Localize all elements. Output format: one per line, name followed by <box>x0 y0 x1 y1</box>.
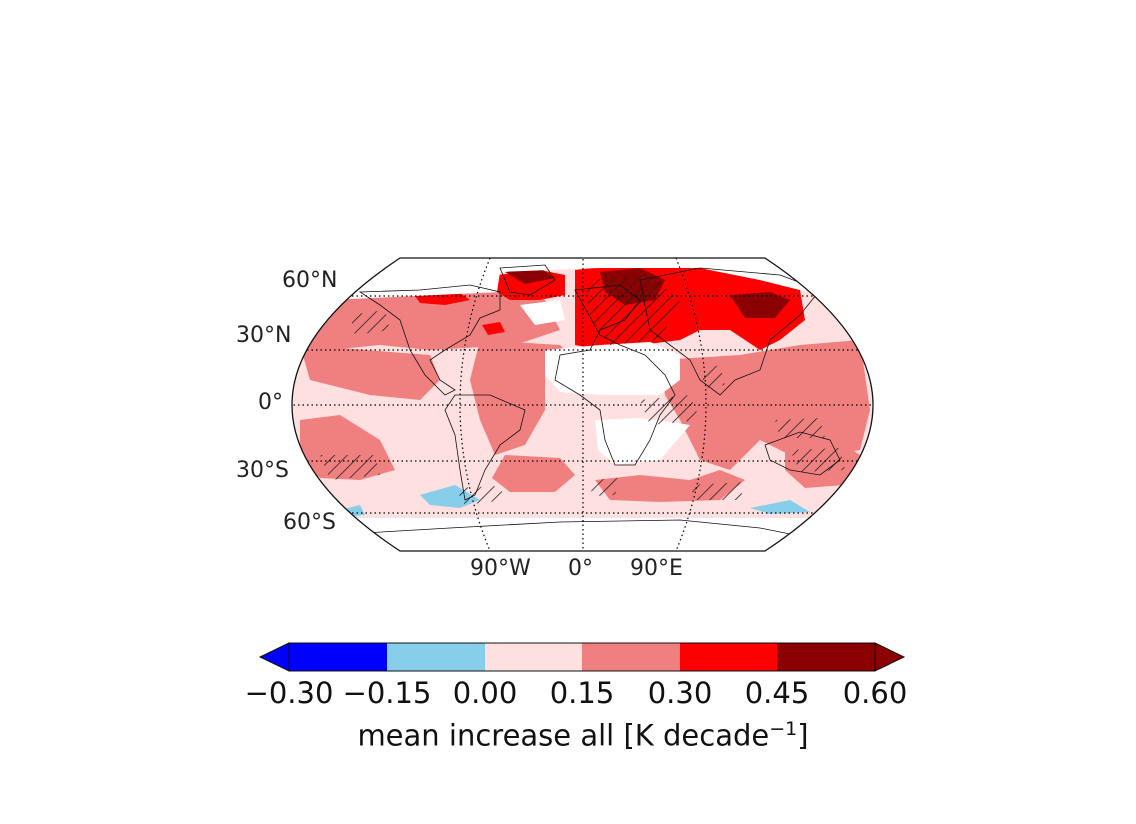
lat-label-30s: 30°S <box>236 458 289 483</box>
lat-label-0: 0° <box>258 390 283 415</box>
cbar-tick-7: 0.60 <box>842 676 908 710</box>
field-white-antarctica <box>292 518 873 551</box>
antarctica-outline <box>329 519 821 541</box>
field-darkred-arctic <box>505 268 555 284</box>
field-salmon-north-pacific <box>300 292 560 350</box>
lat-label-30n: 30°N <box>236 323 292 348</box>
field-white-africa-south <box>595 418 690 465</box>
cbar-tick-4: 0.15 <box>549 676 615 710</box>
colorbar-bin-6 <box>777 643 875 671</box>
colorbar-frame <box>288 642 876 672</box>
cbar-tick-3: 0.00 <box>452 676 518 710</box>
map-field <box>292 258 873 551</box>
field-red-gulf <box>482 322 505 335</box>
field-white-atlantic-north <box>520 300 565 325</box>
colorbar-extend-high <box>874 642 906 672</box>
graticule <box>292 258 873 551</box>
colorbar-extend-low <box>258 642 290 672</box>
field-lightblue-east <box>750 500 810 514</box>
australia-outline <box>764 431 841 476</box>
field-darkred-east-asia <box>730 292 790 318</box>
coastlines <box>329 264 841 541</box>
colorbar-title: mean increase all [K decade−1] <box>357 718 808 753</box>
lat-label-60n: 60°N <box>282 268 338 293</box>
field-salmon-south-atlantic <box>492 455 575 492</box>
lon-label-90w: 90°W <box>470 556 531 581</box>
greenland-outline <box>499 264 556 296</box>
south-america-outline <box>444 394 526 501</box>
colorbar-title-main: mean increase all [K decade <box>357 718 770 753</box>
colorbar-bin-1 <box>289 643 387 671</box>
cbar-tick-5: 0.30 <box>647 676 713 710</box>
asia-outline <box>639 267 821 396</box>
lat-label-60s: 60°S <box>283 510 336 535</box>
field-salmon-tropical-band <box>300 345 440 400</box>
colorbar <box>258 642 906 672</box>
cbar-tick-1: −0.30 <box>244 676 334 710</box>
lon-label-90e: 90°E <box>630 556 683 581</box>
field-white-sahara <box>545 342 680 395</box>
colorbar-title-exponent: −1 <box>769 718 798 740</box>
north-america-outline <box>358 284 501 396</box>
europe-africa-outline <box>554 284 676 466</box>
field-white-arctic <box>292 258 873 272</box>
cbar-tick-6: 0.45 <box>744 676 810 710</box>
cbar-tick-2: −0.15 <box>342 676 432 710</box>
colorbar-bin-2 <box>387 643 485 671</box>
colorbar-title-end: ] <box>797 718 809 753</box>
colorbar-bin-4 <box>582 643 680 671</box>
colorbar-bin-5 <box>680 643 777 671</box>
lon-label-0: 0° <box>568 556 593 581</box>
colorbar-bin-3 <box>485 643 582 671</box>
globe-outline <box>291 257 874 552</box>
